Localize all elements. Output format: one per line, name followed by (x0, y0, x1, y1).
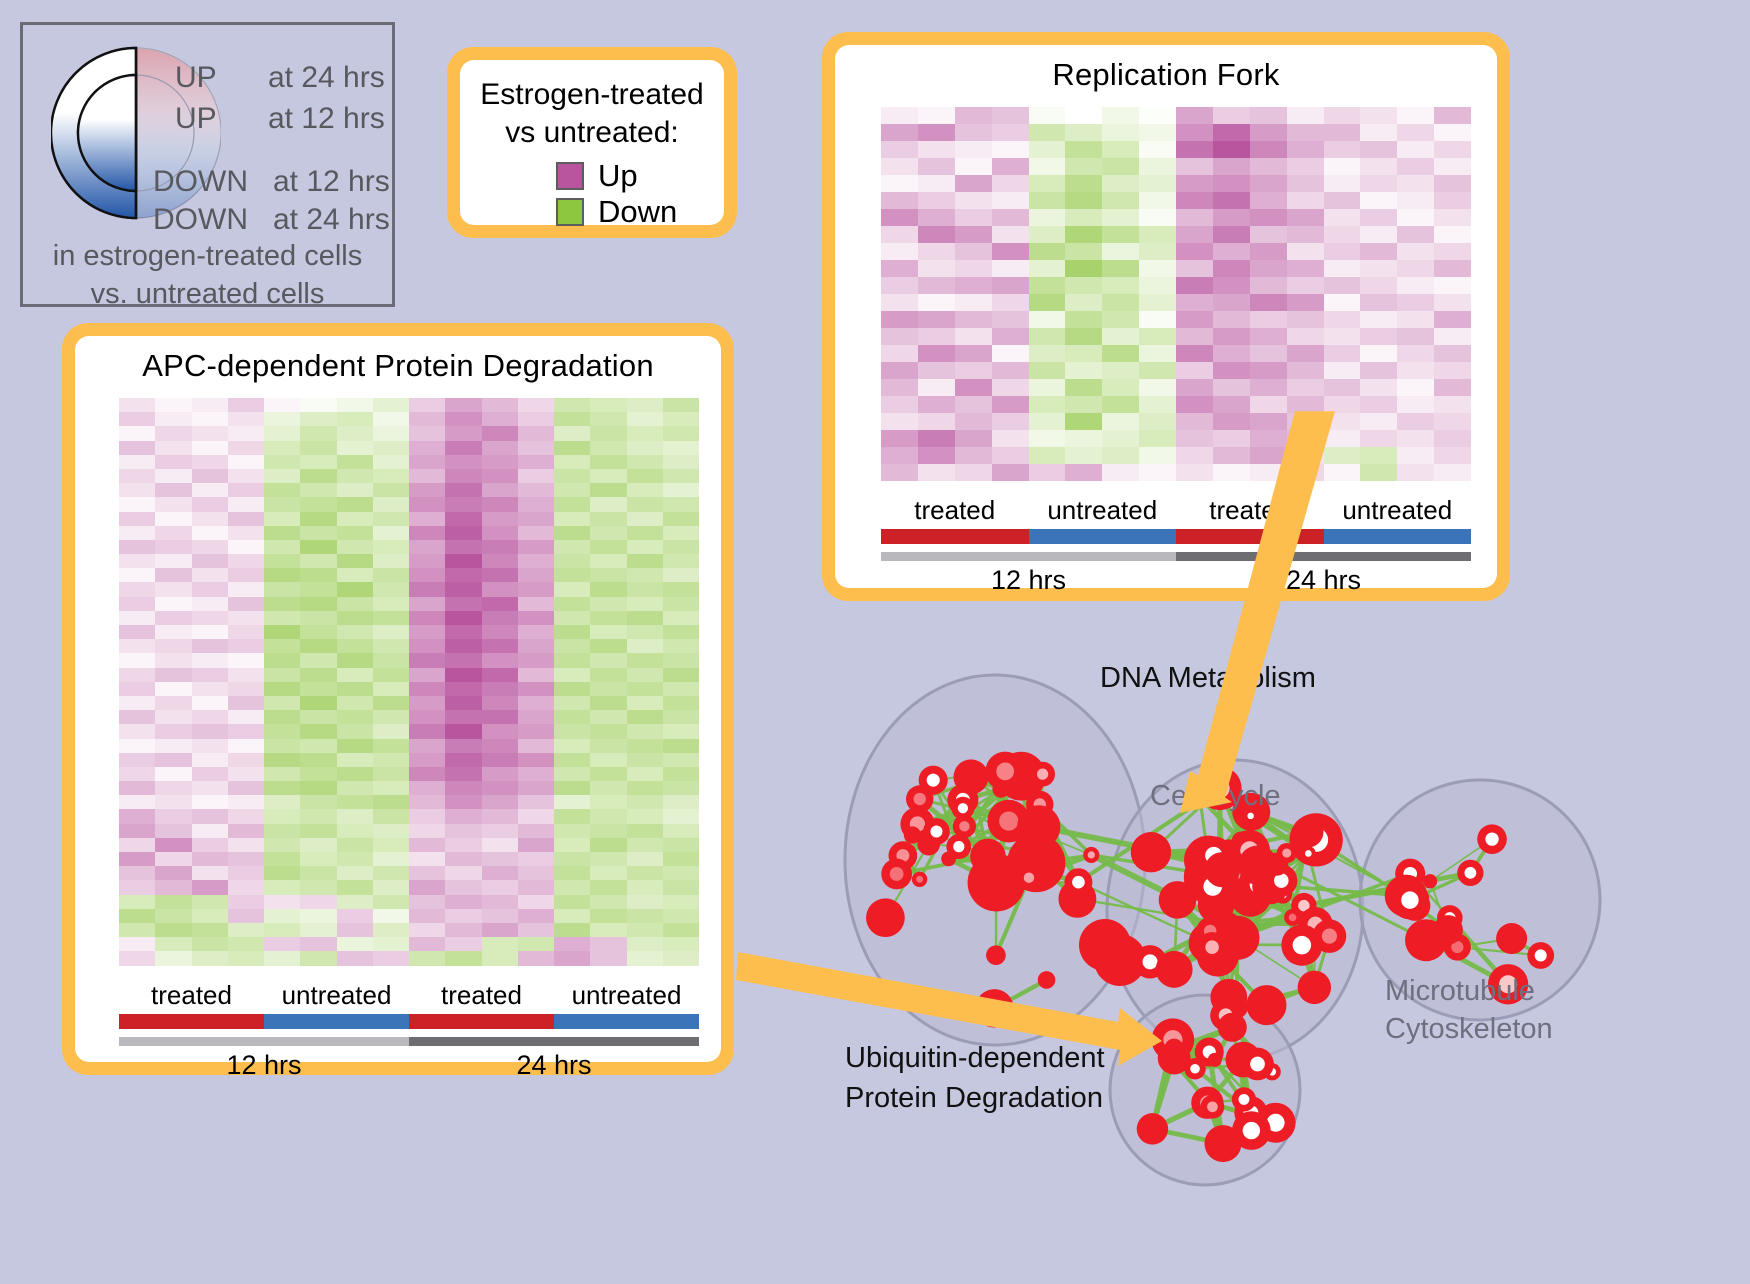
wheel-direction-0: UP (175, 61, 217, 95)
apc-time-1: 24 hrs (409, 1050, 699, 1081)
colorwheel-footer-line1: in estrogen-treated cells (23, 237, 392, 275)
key-label-down: Down (598, 196, 677, 228)
apc-time-labels: 12 hrs 24 hrs (119, 1050, 699, 1081)
rf-time-colorbar (881, 552, 1471, 561)
apc-cond-2: treated (409, 980, 554, 1011)
network-diagram: DNA Metabolism Cell Cycle Microtubule Cy… (790, 600, 1750, 1279)
rf-cond-1: untreated (1029, 495, 1177, 526)
up-swatch-icon (556, 162, 584, 190)
apc-cond-0: treated (119, 980, 264, 1011)
mt-line2: Cytoskeleton (1385, 1010, 1553, 1048)
apc-time-colorbar (119, 1037, 699, 1046)
cluster-label-microtubule-cytoskeleton: Microtubule Cytoskeleton (1385, 972, 1553, 1048)
rf-time-0: 12 hrs (881, 565, 1176, 596)
apc-degradation-heatmap (119, 398, 699, 966)
key-row-up: Up (556, 158, 724, 194)
rf-condition-labels: treated untreated treated untreated (881, 495, 1471, 526)
key-row-down: Down (556, 194, 724, 230)
network-graph (790, 600, 1750, 1279)
cluster-label-cell-cycle: Cell Cycle (1150, 780, 1281, 813)
wheel-time-2: at 12 hrs (273, 165, 390, 199)
apc-cond-3: untreated (554, 980, 699, 1011)
wheel-direction-1: UP (175, 102, 217, 136)
updown-key-panel: Estrogen-treated vs untreated: Up Down (447, 47, 737, 238)
colorwheel-legend-box: UP at 24 hrs UP at 12 hrs DOWN at 12 hrs… (20, 22, 395, 307)
ub-line2: Protein Degradation (845, 1078, 1105, 1118)
apc-condition-colorbar (119, 1014, 699, 1029)
wheel-direction-3: DOWN (153, 203, 248, 237)
ub-line1: Ubiquitin-dependent (845, 1038, 1105, 1078)
replication-fork-title: Replication Fork (835, 45, 1497, 93)
down-swatch-icon (556, 198, 584, 226)
rf-cond-2: treated (1176, 495, 1324, 526)
rf-cond-3: untreated (1324, 495, 1472, 526)
rf-condition-colorbar (881, 529, 1471, 544)
rf-cond-0: treated (881, 495, 1029, 526)
rf-time-1: 24 hrs (1176, 565, 1471, 596)
key-heading-line2: vs untreated: (460, 114, 724, 152)
key-label-up: Up (598, 160, 638, 192)
apc-degradation-panel: APC-dependent Protein Degradation treate… (62, 323, 734, 1075)
wheel-direction-2: DOWN (153, 165, 248, 199)
key-heading-line1: Estrogen-treated (460, 76, 724, 114)
wheel-time-1: at 12 hrs (268, 102, 385, 136)
wheel-time-0: at 24 hrs (268, 61, 385, 95)
rf-time-labels: 12 hrs 24 hrs (881, 565, 1471, 596)
apc-condition-labels: treated untreated treated untreated (119, 980, 699, 1011)
mt-line1: Microtubule (1385, 972, 1553, 1010)
cluster-label-ubiquitin-degradation: Ubiquitin-dependent Protein Degradation (845, 1038, 1105, 1118)
replication-fork-heatmap (881, 107, 1471, 481)
apc-cond-1: untreated (264, 980, 409, 1011)
apc-degradation-title: APC-dependent Protein Degradation (75, 336, 721, 384)
cluster-label-dna-metabolism: DNA Metabolism (1100, 662, 1316, 695)
wheel-time-3: at 24 hrs (273, 203, 390, 237)
colorwheel-footer-line2: vs. untreated cells (23, 275, 392, 313)
replication-fork-panel: Replication Fork treated untreated treat… (822, 32, 1510, 601)
apc-time-0: 12 hrs (119, 1050, 409, 1081)
